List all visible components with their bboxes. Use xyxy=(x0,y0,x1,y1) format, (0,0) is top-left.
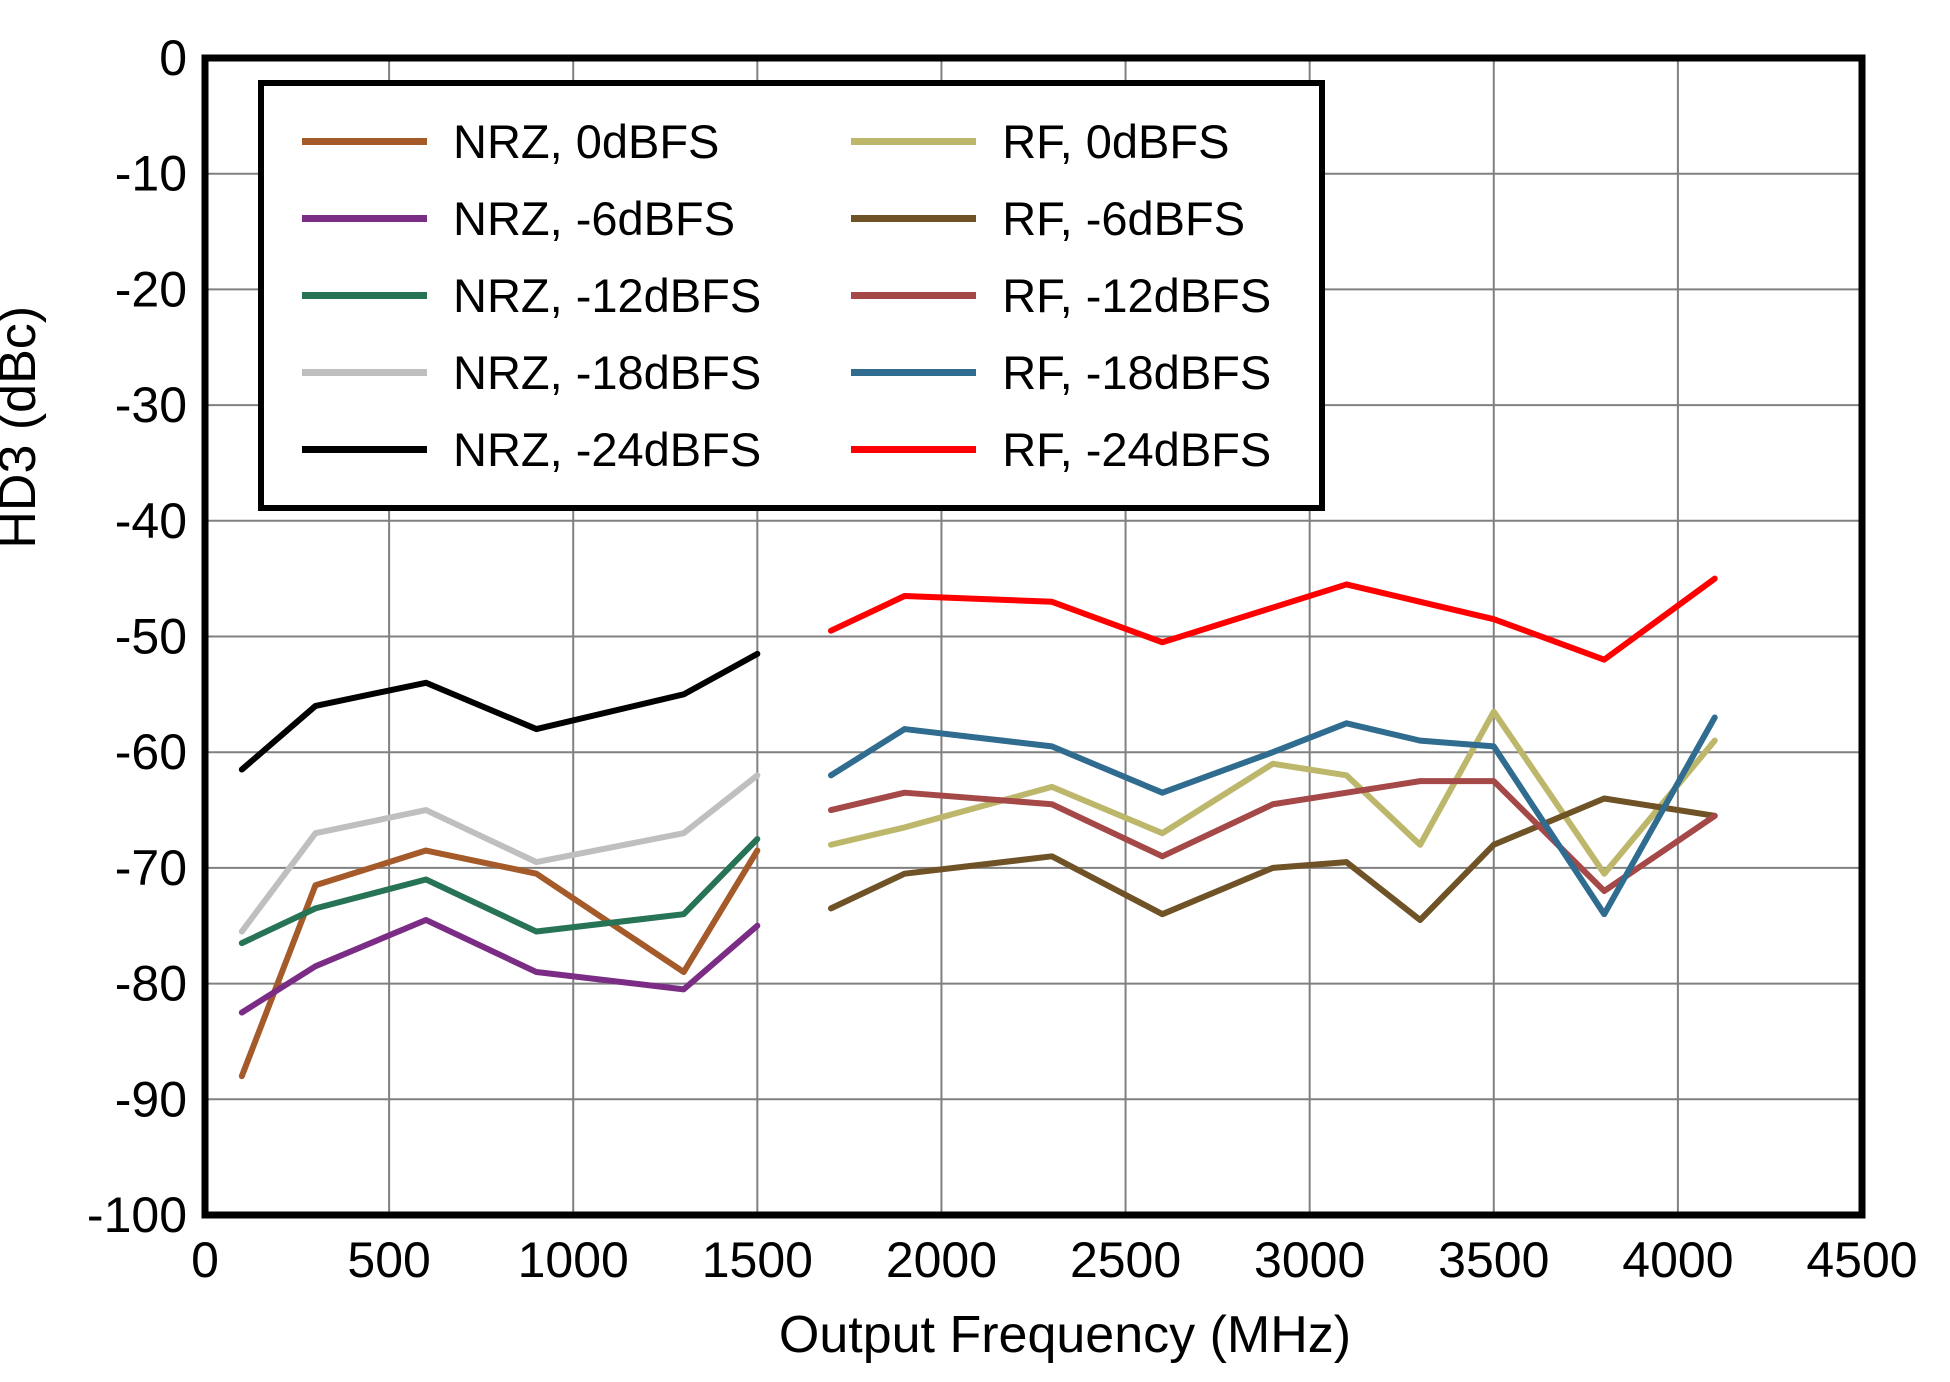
legend: NRZ, 0dBFS NRZ, -6dBFS NRZ, -12dBFS NRZ, -1… xyxy=(258,80,1326,511)
legend-label: RF, -12dBFS xyxy=(1002,269,1272,322)
y-tick-label: -70 xyxy=(115,840,187,896)
y-tick-label: -90 xyxy=(115,1071,187,1127)
plot-border xyxy=(201,54,1866,1219)
y-tick-label: -20 xyxy=(115,261,187,317)
legend-label: NRZ, -18dBFS xyxy=(453,346,762,399)
legend-label: RF, -6dBFS xyxy=(1002,192,1246,245)
y-tick-label: -40 xyxy=(115,493,187,549)
legend-line-swatch xyxy=(851,369,977,376)
legend-item: RF, -6dBFS xyxy=(851,191,1271,246)
legend-label: RF, -18dBFS xyxy=(1002,346,1272,399)
legend-label: RF, 0dBFS xyxy=(1002,115,1230,168)
legend-line-swatch xyxy=(302,369,427,376)
series-line-nrz-24dbfs xyxy=(238,650,761,773)
legend-item: NRZ, -24dBFS xyxy=(302,422,761,477)
legend-line-swatch xyxy=(851,215,977,222)
x-tick-label: 4000 xyxy=(1622,1232,1733,1288)
x-tick-label: 1000 xyxy=(518,1232,629,1288)
legend-label: NRZ, -6dBFS xyxy=(453,192,736,245)
series-line-rf-24dbfs xyxy=(827,575,1718,663)
y-axis-label: HD3 (dBc) xyxy=(0,305,47,549)
x-tick-label: 3000 xyxy=(1254,1232,1365,1288)
series-line-rf-18dbfs xyxy=(827,714,1718,918)
x-tick-label: 1500 xyxy=(702,1232,813,1288)
legend-item: NRZ, -12dBFS xyxy=(302,268,761,323)
legend-item: RF, -18dBFS xyxy=(851,345,1271,400)
legend-label: NRZ, 0dBFS xyxy=(453,115,720,168)
legend-line-swatch xyxy=(851,292,977,299)
series-line-nrz-6dbfs xyxy=(238,916,761,1016)
y-tick-label: -30 xyxy=(115,377,187,433)
legend-item: RF, -24dBFS xyxy=(851,422,1271,477)
series-line-rf-6dbfs xyxy=(827,795,1718,923)
legend-line-swatch xyxy=(302,292,427,299)
legend-item: RF, 0dBFS xyxy=(851,114,1271,169)
y-tick-label: -80 xyxy=(115,956,187,1012)
series-line-rf-0dbfs xyxy=(827,708,1718,877)
legend-item: NRZ, 0dBFS xyxy=(302,114,761,169)
y-tick-label: -10 xyxy=(115,146,187,202)
legend-line-swatch xyxy=(302,446,427,453)
legend-item: NRZ, -6dBFS xyxy=(302,191,761,246)
x-tick-label: 4500 xyxy=(1806,1232,1917,1288)
x-tick-label: 2500 xyxy=(1070,1232,1181,1288)
legend-label: NRZ, -12dBFS xyxy=(453,269,762,322)
legend-line-swatch xyxy=(302,215,427,222)
legend-line-swatch xyxy=(851,138,977,145)
y-tick-label: 0 xyxy=(159,30,187,86)
x-tick-label: 2000 xyxy=(886,1232,997,1288)
legend-line-swatch xyxy=(302,138,427,145)
legend-item: NRZ, -18dBFS xyxy=(302,345,761,400)
series-line-nrz-18dbfs xyxy=(238,772,761,935)
legend-line-swatch xyxy=(851,446,977,453)
x-tick-label: 0 xyxy=(191,1232,219,1288)
y-tick-label: -100 xyxy=(87,1187,187,1243)
x-tick-label: 500 xyxy=(347,1232,430,1288)
series-line-nrz-12dbfs xyxy=(238,835,761,947)
y-tick-label: -50 xyxy=(115,609,187,665)
x-axis-label: Output Frequency (MHz) xyxy=(778,1306,1352,1364)
legend-label: RF, -24dBFS xyxy=(1002,423,1272,476)
x-tick-label: 3500 xyxy=(1438,1232,1549,1288)
legend-label: NRZ, -24dBFS xyxy=(453,423,762,476)
y-tick-label: -60 xyxy=(115,724,187,780)
series-line-rf-12dbfs xyxy=(827,778,1718,895)
legend-item: RF, -12dBFS xyxy=(851,268,1271,323)
